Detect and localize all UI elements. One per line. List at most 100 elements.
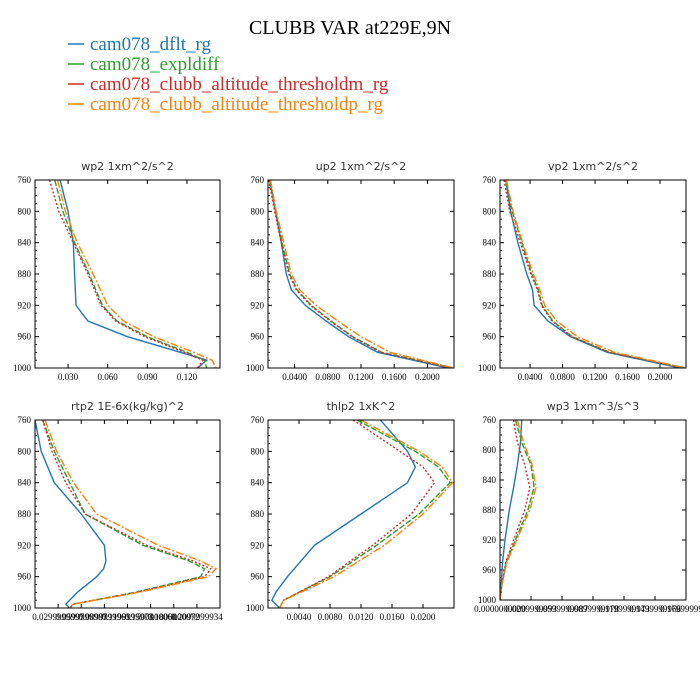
legend-label: cam078_clubb_altitude_thresholdm_rg <box>90 74 389 95</box>
plot-frame <box>499 419 687 601</box>
panel-title: thlp2 1xK^2 <box>327 400 396 413</box>
x-tick-label: 0.0160 <box>380 612 405 622</box>
y-tick-label: 840 <box>251 478 265 488</box>
x-tick-label: 0.2099999934 <box>171 612 223 622</box>
series-line <box>269 180 453 368</box>
chart-panel: vp2 1xm^2/s^2 760 800 840 880 920 960 1000 0.040… <box>478 160 687 382</box>
x-tick-label: 0.060 <box>98 372 119 382</box>
series-line <box>59 180 209 368</box>
x-tick-label: 0.0800 <box>315 372 340 382</box>
y-tick-label: 1000 <box>13 603 32 613</box>
x-tick-label: 0.0400 <box>518 372 543 382</box>
panel-title: wp3 1xm^3/s^3 <box>547 400 640 413</box>
y-tick-label: 1000 <box>246 603 265 613</box>
x-tick-label: 0.1500000060 <box>125 612 177 622</box>
series-line <box>269 180 454 368</box>
panel-title: up2 1xm^2/s^2 <box>316 160 407 173</box>
y-tick-label: 760 <box>251 415 265 425</box>
legend: cam078_dflt_rgcam078_expldiffcam078_club… <box>68 34 389 115</box>
series-line <box>271 420 417 608</box>
x-tick-label: 0.0299999993 <box>505 604 557 614</box>
y-tick-label: 960 <box>18 332 32 342</box>
plot-frame <box>267 419 455 609</box>
plot-frame <box>499 179 687 369</box>
y-tick-label: 760 <box>251 175 265 185</box>
panel-title: vp2 1xm^2/s^2 <box>548 160 638 173</box>
x-tick-label: 0.030 <box>58 372 79 382</box>
series-line <box>500 420 523 600</box>
series-line <box>503 180 683 368</box>
y-tick-label: 840 <box>251 238 265 248</box>
x-tick-label: 0.2000 <box>648 372 673 382</box>
y-tick-label: 880 <box>251 269 265 279</box>
x-tick-label: 0.1200 <box>349 372 374 382</box>
y-tick-label: 960 <box>18 572 32 582</box>
series-line <box>505 180 681 368</box>
series-line <box>500 420 531 600</box>
figure-title: CLUBB VAR at229E,9N <box>249 17 451 39</box>
series-line <box>278 420 452 608</box>
series-line <box>44 420 218 608</box>
y-tick-label: 1000 <box>478 595 497 605</box>
y-tick-label: 760 <box>18 175 32 185</box>
series-line <box>505 180 686 368</box>
y-tick-label: 920 <box>18 540 32 550</box>
y-tick-label: 920 <box>251 300 265 310</box>
plot-frame <box>34 419 221 609</box>
chart-panel: up2 1xm^2/s^2 760 800 840 880 920 960 1000 0.040… <box>246 160 455 382</box>
x-tick-label: 0.0400 <box>282 372 307 382</box>
x-tick-label: 0.0200 <box>411 612 436 622</box>
y-tick-label: 920 <box>18 300 32 310</box>
chart-panel: wp2 1xm^2/s^2 760 800 840 880 920 960 1000 0.030… <box>13 160 221 382</box>
y-tick-label: 880 <box>18 269 32 279</box>
y-tick-label: 840 <box>483 475 497 485</box>
x-tick-label: 0.120 <box>177 372 198 382</box>
series-line <box>42 420 206 608</box>
x-tick-label: 0.1600 <box>615 372 640 382</box>
x-tick-label: 0.0800 <box>550 372 575 382</box>
plot-frame <box>267 179 455 369</box>
series-line <box>54 180 208 368</box>
x-tick-label: 0.0120 <box>349 612 374 622</box>
x-tick-label: 0.1200 <box>583 372 608 382</box>
x-tick-label: 0.0599999987 <box>55 612 107 622</box>
y-tick-label: 880 <box>483 269 497 279</box>
y-tick-label: 800 <box>18 446 32 456</box>
chart-panel: rtp2 1E-6x(kg/kg)^2 760 800 840 880 920 960 100… <box>13 400 223 622</box>
x-tick-label: 0.0299999997 <box>32 612 84 622</box>
x-tick-label: 0.0080 <box>318 612 343 622</box>
y-tick-label: 920 <box>483 300 497 310</box>
y-tick-label: 800 <box>251 206 265 216</box>
y-tick-label: 760 <box>483 415 497 425</box>
y-tick-label: 960 <box>251 572 265 582</box>
x-tick-label: 0.1199999973 <box>598 604 650 614</box>
y-tick-label: 840 <box>483 238 497 248</box>
y-tick-label: 880 <box>483 505 497 515</box>
y-tick-label: 920 <box>251 540 265 550</box>
series-line <box>48 180 204 368</box>
panel-title: wp2 1xm^2/s^2 <box>81 160 174 173</box>
y-tick-label: 760 <box>18 415 32 425</box>
legend-label: cam078_clubb_altitude_thresholdp_rg <box>90 94 384 115</box>
x-tick-label: 0.1499999966 <box>629 604 681 614</box>
x-tick-label: 0.1600 <box>382 372 407 382</box>
x-tick-label: 0.0599999987 <box>536 604 588 614</box>
series-line <box>56 180 217 368</box>
y-tick-label: 960 <box>483 332 497 342</box>
series-line <box>505 180 685 368</box>
legend-label: cam078_dflt_rg <box>90 34 212 55</box>
series-line <box>42 420 212 608</box>
y-tick-label: 800 <box>483 206 497 216</box>
y-tick-label: 880 <box>251 509 265 519</box>
y-tick-label: 760 <box>483 175 497 185</box>
series-line <box>500 420 535 600</box>
y-tick-label: 840 <box>18 478 32 488</box>
panel-title: rtp2 1E-6x(kg/kg)^2 <box>71 400 184 413</box>
x-tick-label: 0.1199999973 <box>102 612 154 622</box>
y-tick-label: 1000 <box>478 363 497 373</box>
y-tick-label: 800 <box>483 445 497 455</box>
y-tick-label: 800 <box>251 446 265 456</box>
series-line <box>278 420 454 608</box>
y-tick-label: 880 <box>18 509 32 519</box>
